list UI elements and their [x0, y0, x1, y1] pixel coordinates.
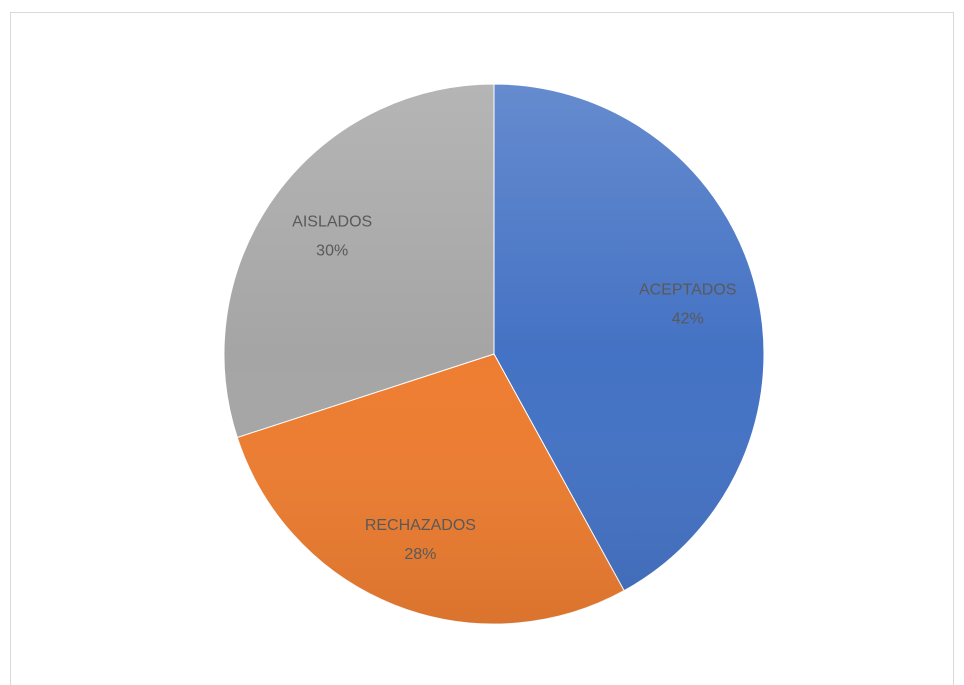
- slice-label: AISLADOS: [292, 214, 372, 231]
- slice-label: RECHAZADOS: [365, 517, 476, 534]
- slice-value-label: 28%: [404, 546, 436, 563]
- slice-label: ACEPTADOS: [639, 281, 737, 298]
- slice-value-label: 30%: [316, 243, 348, 260]
- slice-value-label: 42%: [672, 310, 704, 327]
- chart-frame: [10, 12, 954, 685]
